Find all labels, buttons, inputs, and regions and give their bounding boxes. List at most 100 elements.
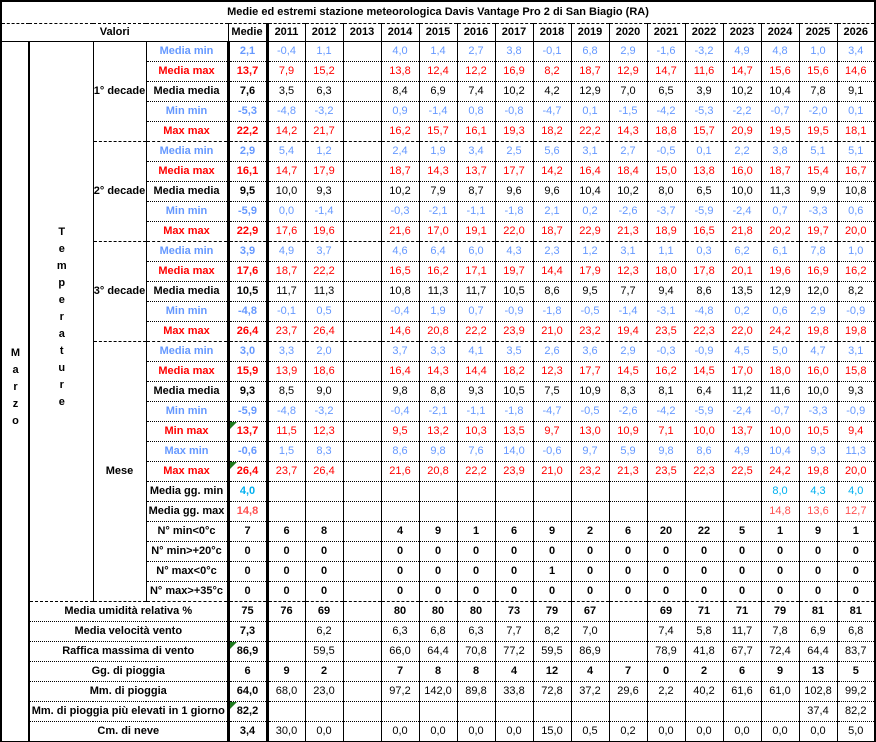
value-cell: 7,4 [456, 81, 495, 102]
value-cell [304, 481, 343, 502]
value-cell: 9 [760, 661, 799, 682]
value-cell: 5,0 [760, 341, 799, 362]
value-cell: -4,2 [646, 401, 685, 422]
medie-value: 15,9 [226, 361, 269, 382]
value-cell: 21,8 [722, 221, 761, 242]
value-cell: 12,9 [608, 61, 647, 82]
value-cell [342, 621, 381, 642]
value-cell: 17,8 [684, 261, 723, 282]
value-cell: 0,0 [646, 721, 685, 742]
value-cell: 3,4 [836, 41, 875, 62]
value-cell: 0,1 [684, 141, 723, 162]
value-cell: 15,7 [684, 121, 723, 142]
medie-value: 16,1 [226, 161, 269, 182]
value-cell: 15,2 [304, 61, 343, 82]
value-cell: -0,9 [494, 301, 533, 322]
value-cell [266, 481, 305, 502]
value-cell [570, 501, 609, 522]
value-cell: 26,4 [304, 321, 343, 342]
row-label: Media min [145, 341, 228, 362]
value-cell: 78,9 [646, 641, 685, 662]
value-cell: 0,5 [570, 721, 609, 742]
value-cell [342, 121, 381, 142]
value-cell: 0 [798, 541, 837, 562]
value-cell: 13,5 [494, 421, 533, 442]
row-label: Media max [145, 161, 228, 182]
group-label: Mese [93, 341, 147, 602]
medie-value: 7,6 [226, 81, 269, 102]
value-cell: 19,8 [798, 461, 837, 482]
group-label: 2° decade [93, 141, 147, 242]
value-cell: 17,7 [570, 361, 609, 382]
value-cell: 2 [304, 661, 343, 682]
value-cell [342, 161, 381, 182]
value-cell: 18,9 [646, 221, 685, 242]
value-cell: -0,5 [570, 401, 609, 422]
value-cell: -0,1 [532, 41, 571, 62]
value-cell: 14,0 [494, 441, 533, 462]
value-cell: 6,5 [646, 81, 685, 102]
value-cell: 3,1 [570, 141, 609, 162]
value-cell [646, 481, 685, 502]
bottom-row-label: Mm. di pioggia [28, 681, 228, 702]
value-cell: -2,2 [722, 101, 761, 122]
month-label-text: Marzo [9, 347, 22, 433]
value-cell: 9,3 [798, 441, 837, 462]
value-cell: 7 [608, 661, 647, 682]
value-cell [342, 61, 381, 82]
medie-value: 7 [226, 521, 269, 542]
value-cell: 2 [570, 521, 609, 542]
value-cell: 0 [418, 581, 457, 602]
row-label: Max max [145, 221, 228, 242]
year-header: 2012 [304, 23, 343, 42]
value-cell: 11,6 [760, 381, 799, 402]
value-cell: 7,8 [760, 621, 799, 642]
value-cell [342, 461, 381, 482]
value-cell: 13,7 [456, 161, 495, 182]
value-cell: 18,1 [836, 121, 875, 142]
value-cell: 12,3 [304, 421, 343, 442]
value-cell: 1,9 [418, 301, 457, 322]
value-cell [760, 701, 799, 722]
value-cell: 23,2 [570, 321, 609, 342]
value-cell: 142,0 [418, 681, 457, 702]
value-cell [342, 201, 381, 222]
value-cell [342, 421, 381, 442]
value-cell: 20,8 [418, 461, 457, 482]
value-cell: 11,7 [722, 621, 761, 642]
value-cell: 0,1 [570, 101, 609, 122]
value-cell: 1,5 [266, 441, 305, 462]
row-label: Max max [145, 121, 228, 142]
value-cell: -4,7 [532, 101, 571, 122]
value-cell: 8,0 [646, 181, 685, 202]
temperature-label-text: Temperature [55, 226, 68, 414]
value-cell [570, 701, 609, 722]
value-cell: 15,4 [798, 161, 837, 182]
value-cell: 19,6 [304, 221, 343, 242]
value-cell: 22,5 [722, 461, 761, 482]
value-cell: 6 [266, 521, 305, 542]
value-cell: -3,1 [646, 301, 685, 322]
value-cell: 23,0 [304, 681, 343, 702]
value-cell: -0,3 [646, 341, 685, 362]
value-cell: 3,3 [266, 341, 305, 362]
value-cell: 16,1 [456, 121, 495, 142]
value-cell: 8,1 [646, 381, 685, 402]
value-cell [342, 561, 381, 582]
value-cell: 4,9 [722, 41, 761, 62]
value-cell: 9,8 [646, 441, 685, 462]
value-cell: 10,9 [608, 421, 647, 442]
value-cell: 0 [646, 661, 685, 682]
value-cell: 22,9 [570, 221, 609, 242]
value-cell: 14,7 [266, 161, 305, 182]
value-cell: 0 [380, 541, 419, 562]
value-cell: 16,0 [798, 361, 837, 382]
value-cell: 0,0 [380, 721, 419, 742]
value-cell: 29,6 [608, 681, 647, 702]
value-cell: -2,1 [418, 401, 457, 422]
medie-value: 3,9 [226, 241, 269, 262]
value-cell: -0,4 [380, 401, 419, 422]
value-cell: -0,8 [494, 101, 533, 122]
value-cell [608, 601, 647, 622]
value-cell: -4,8 [684, 301, 723, 322]
